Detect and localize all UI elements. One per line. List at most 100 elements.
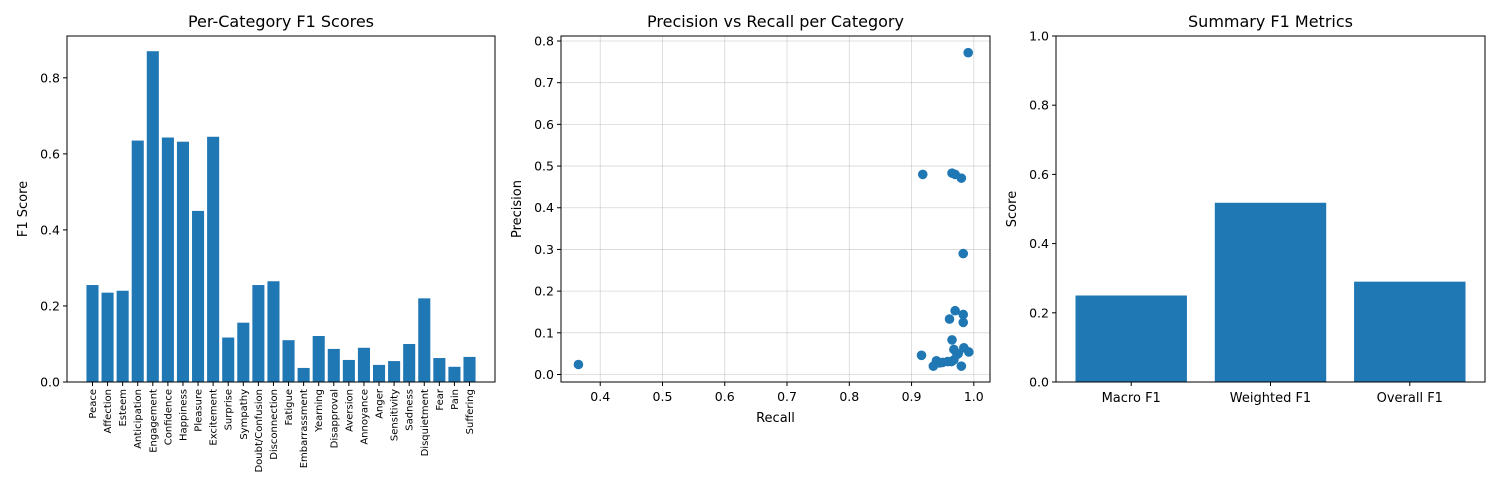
scatter-point <box>917 169 928 180</box>
y-tick-label: 0.3 <box>534 242 554 257</box>
bar <box>418 298 431 382</box>
bar <box>448 366 461 382</box>
subplot-3: Summary F1 Metrics Score 0.0 0.2 0.4 0.6 0.8 1.… <box>1005 12 1486 406</box>
scatter-point <box>958 248 969 259</box>
y-tick-label: 0.0 <box>1029 375 1049 390</box>
x-tick-label: 0.8 <box>839 389 859 404</box>
subplot-2: Precision vs Recall per Category Precisio… <box>510 12 991 426</box>
scatter-point <box>958 317 969 328</box>
y-axis-label: Score <box>1005 191 1020 227</box>
y-tick-label: 0.4 <box>534 200 554 215</box>
x-tick-label: 0.5 <box>653 389 673 404</box>
x-tick-label: Anger <box>375 388 386 419</box>
bar <box>312 335 325 382</box>
scatter-point <box>916 350 927 361</box>
scatter-point <box>964 347 974 357</box>
y-tick-label: 0.2 <box>534 284 554 299</box>
bar <box>131 140 144 382</box>
bar <box>342 359 355 382</box>
bar <box>388 361 401 382</box>
y-axis-label: F1 Score <box>16 181 31 237</box>
y-tick-label: 0.8 <box>534 34 554 49</box>
scatter-point <box>958 309 969 320</box>
subplot-title: Summary F1 Metrics <box>1188 12 1353 31</box>
x-tick-label: Disquietment <box>420 389 431 456</box>
y-tick-label: 0.6 <box>1029 167 1049 182</box>
y-tick-label: 0.0 <box>40 375 60 390</box>
bar <box>403 343 416 382</box>
y-tick-label: 0.7 <box>534 75 554 90</box>
x-tick-label: Sensitivity <box>390 389 401 441</box>
bar <box>101 292 114 382</box>
bar <box>1214 202 1327 382</box>
scatter-point <box>963 47 974 58</box>
x-tick-label: Fear <box>435 388 446 410</box>
scatter-point <box>956 173 967 183</box>
bar <box>86 285 99 382</box>
x-tick-label: Affection <box>103 389 114 434</box>
axes-frame <box>1055 35 1486 383</box>
bar <box>192 210 205 382</box>
bar <box>1354 281 1466 382</box>
y-tick-label: 0.8 <box>40 70 60 85</box>
x-tick-label: 0.6 <box>715 389 735 404</box>
y-tick-label: 1.0 <box>1029 29 1049 44</box>
axes-frame <box>560 35 991 383</box>
x-tick-label: Engagement <box>148 389 159 453</box>
subplot-title: Per-Category F1 Scores <box>188 12 374 31</box>
subplot-1: Per-Category F1 Scores F1 Score 0.0 0.2 0.4 0… <box>16 12 496 473</box>
bar <box>267 281 280 382</box>
x-tick-label: Disapproval <box>329 389 340 448</box>
bar <box>161 137 174 382</box>
x-tick-label: Surprise <box>224 389 235 430</box>
bar <box>327 348 340 382</box>
x-tick-label: Yearning <box>314 389 325 433</box>
x-tick-label: Doubt/Confusion <box>254 389 265 473</box>
x-tick-label: Sadness <box>405 389 416 431</box>
y-tick-label: 0.8 <box>1029 98 1049 113</box>
bar <box>372 364 386 382</box>
bar <box>282 340 295 382</box>
bar <box>297 367 310 382</box>
y-tick-label: 0.0 <box>534 367 554 382</box>
x-tick-label: Anticipation <box>133 389 144 449</box>
x-tick-label: Suffering <box>465 389 476 434</box>
bar <box>146 51 159 382</box>
x-tick-label: Happiness <box>178 389 189 441</box>
bar <box>252 285 265 382</box>
bar <box>463 356 476 382</box>
x-tick-label: 1.0 <box>964 389 984 404</box>
x-tick-label: Embarrassment <box>299 389 310 468</box>
x-tick-label: Macro F1 <box>1102 391 1161 406</box>
x-tick-label: Pleasure <box>194 389 205 432</box>
x-tick-label: Pain <box>450 389 461 410</box>
y-tick-label: 0.4 <box>40 222 60 237</box>
x-tick-label: Esteem <box>118 389 129 427</box>
x-axis-label: Recall <box>756 411 795 426</box>
y-tick-label: 0.4 <box>1029 236 1049 251</box>
scatter-point <box>956 361 967 371</box>
x-tick-label: Disconnection <box>269 389 280 460</box>
scatter-point <box>573 359 584 370</box>
bar <box>176 141 190 382</box>
y-tick-label: 0.5 <box>534 159 554 174</box>
x-tick-label: Annoyance <box>359 389 370 445</box>
x-tick-label: Aversion <box>344 389 355 432</box>
bar <box>357 347 370 382</box>
x-tick-label: Overall F1 <box>1377 391 1443 406</box>
x-tick-label: 0.9 <box>902 389 922 404</box>
bar <box>222 337 235 382</box>
axes-frame <box>66 35 496 383</box>
x-tick-label: Peace <box>88 389 99 419</box>
scatter-point <box>934 358 945 368</box>
x-tick-label: Weighted F1 <box>1230 391 1311 406</box>
x-tick-label: Fatigue <box>284 389 295 426</box>
x-tick-label: 0.4 <box>590 389 610 404</box>
bar <box>116 290 129 382</box>
subplot-title: Precision vs Recall per Category <box>647 12 904 31</box>
y-tick-label: 0.6 <box>40 146 60 161</box>
bar <box>1075 295 1187 382</box>
bar <box>433 358 446 382</box>
scatter-point <box>950 305 960 316</box>
scatter-point <box>947 335 957 345</box>
